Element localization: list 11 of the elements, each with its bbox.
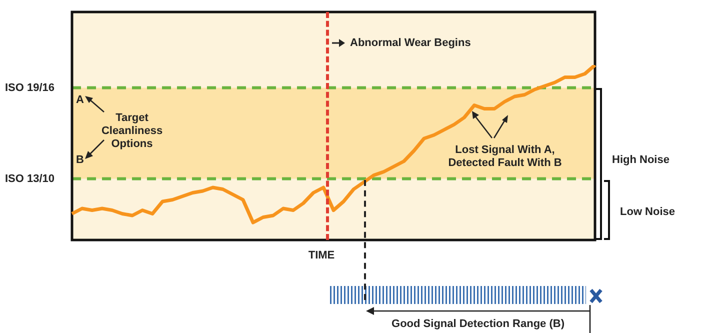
ref-line-label: ISO 19/16 xyxy=(5,82,55,94)
x-axis-title: TIME xyxy=(308,250,335,262)
annotation: Target Cleanliness Options xyxy=(101,112,163,150)
annotation: A xyxy=(76,94,84,106)
text: Low Noise xyxy=(620,206,676,218)
text: Good Signal Detection Range (B) xyxy=(392,318,565,330)
ref-line-label: ISO 13/10 xyxy=(5,172,55,185)
annotation: Lost Signal With A, Detected Fault With B xyxy=(448,144,562,170)
text: High Noise xyxy=(612,154,670,166)
text: Abnormal Wear Begins xyxy=(350,37,471,50)
annotation: B xyxy=(76,154,84,166)
